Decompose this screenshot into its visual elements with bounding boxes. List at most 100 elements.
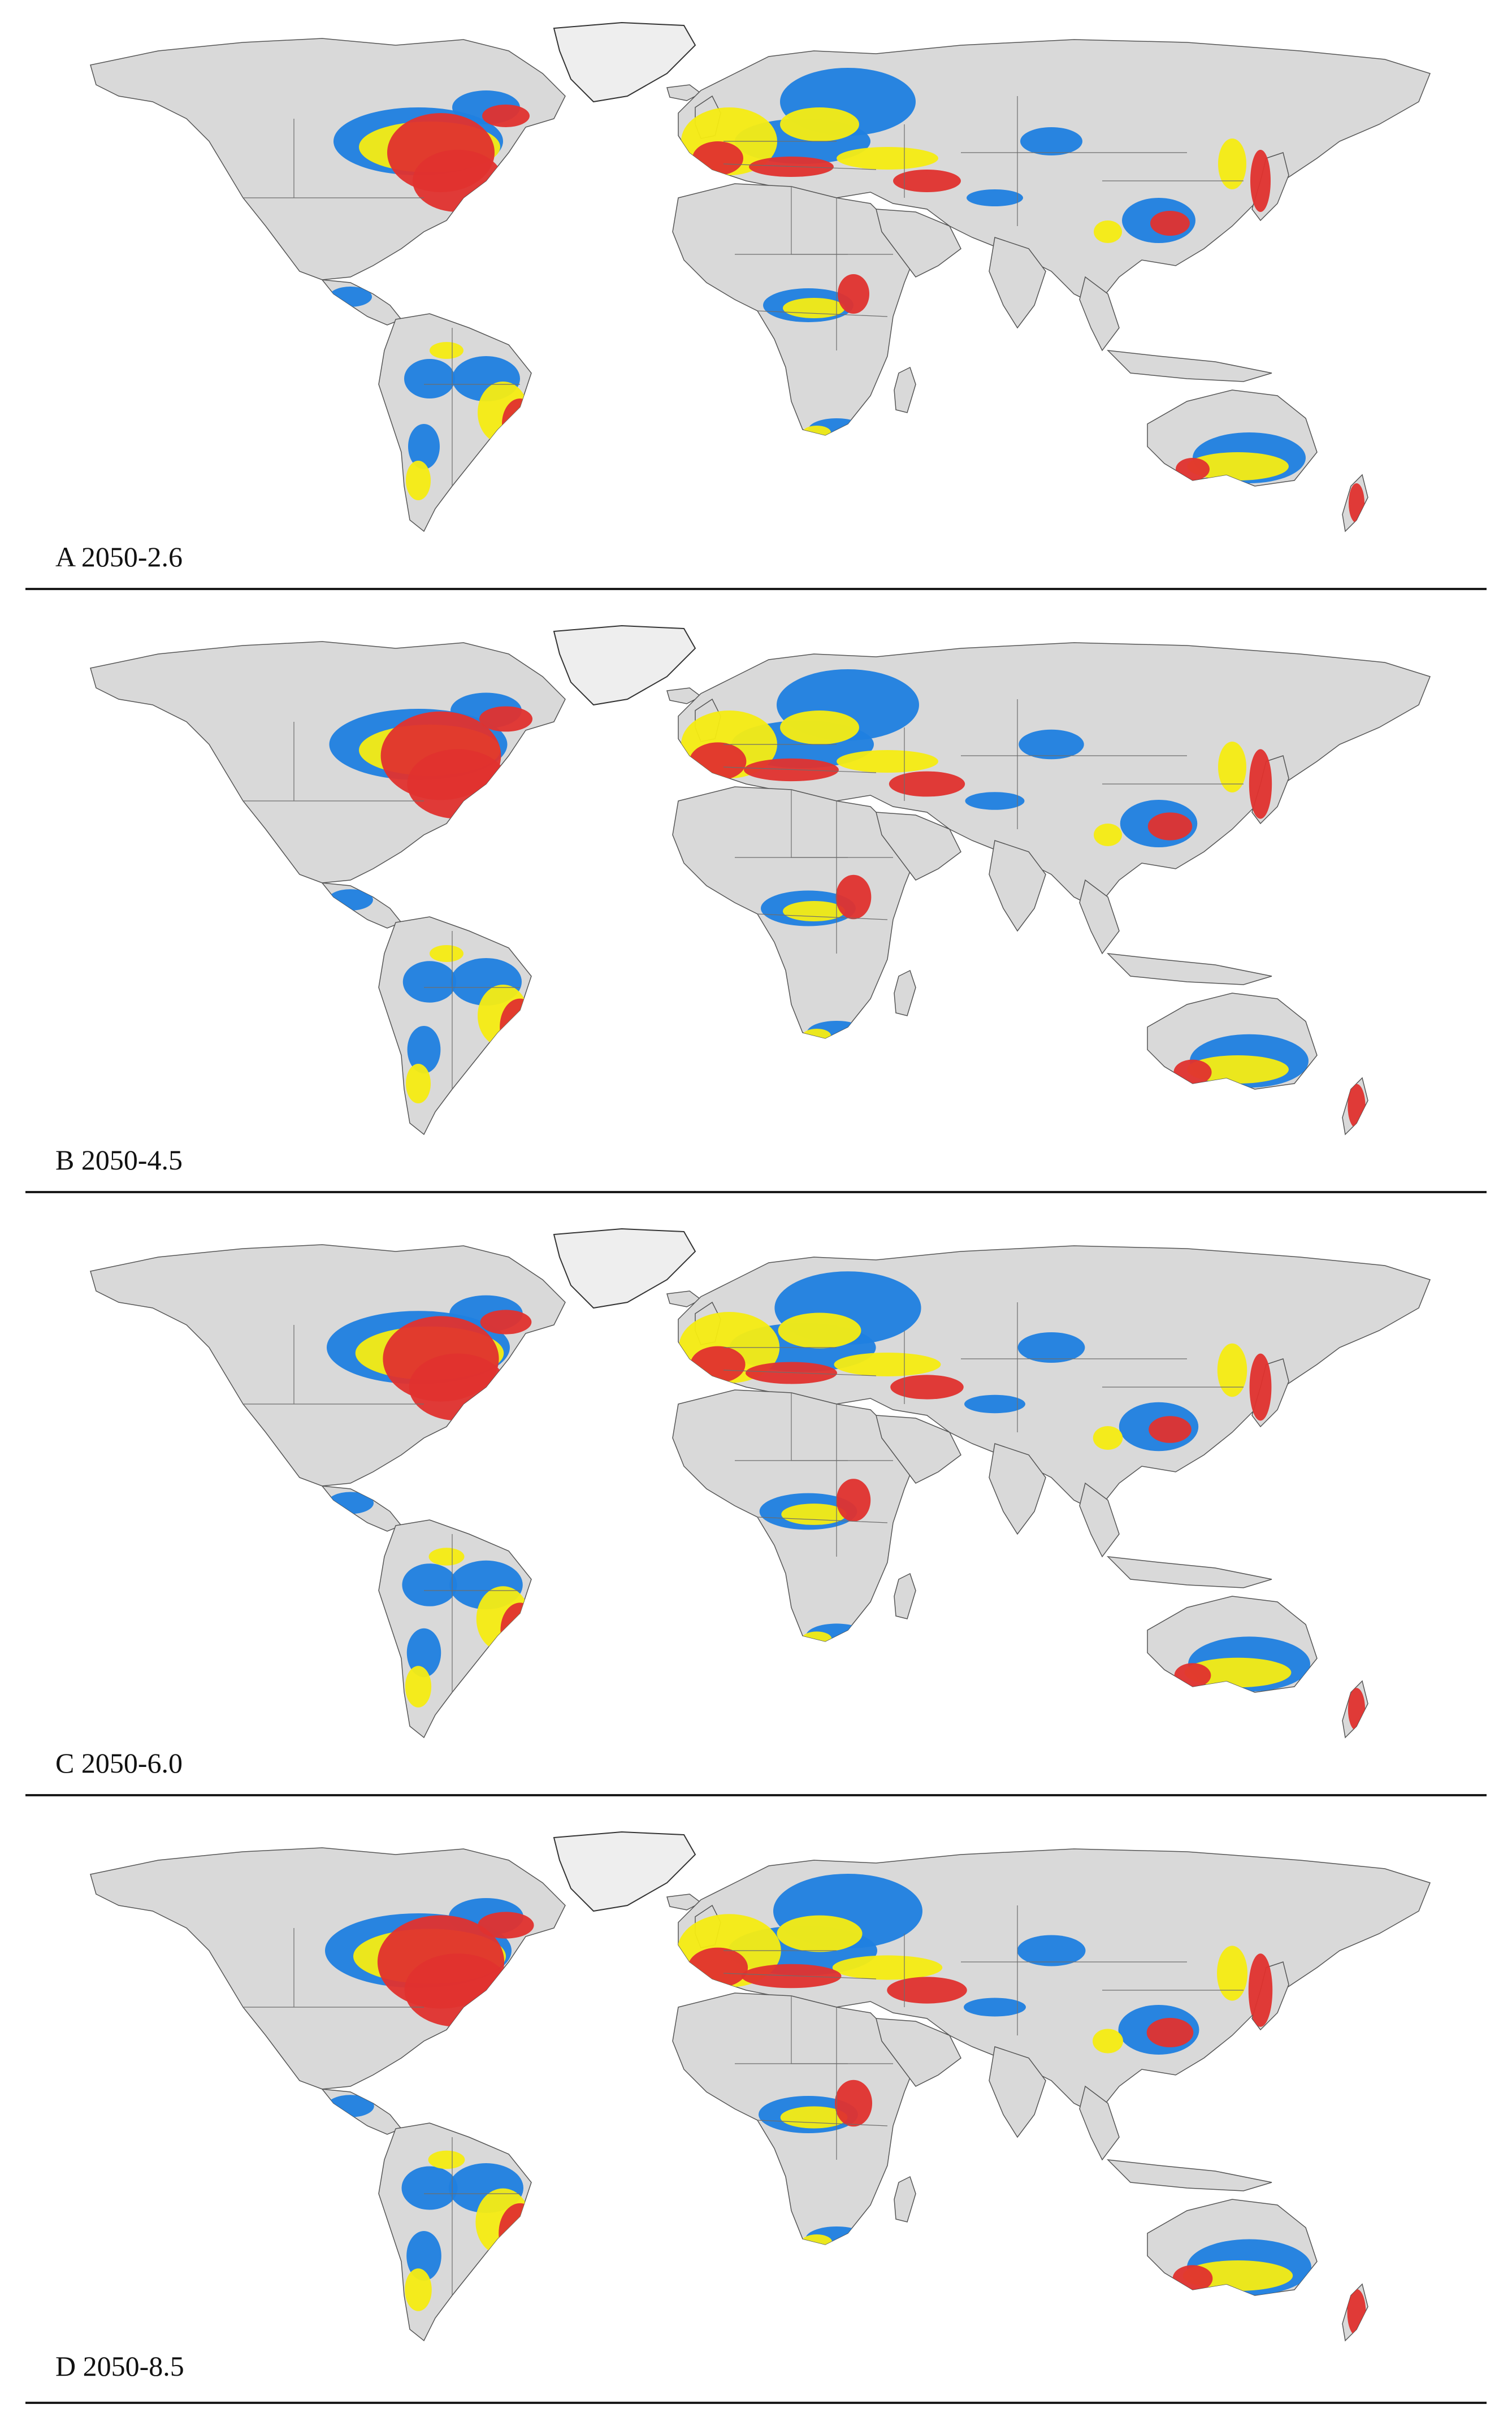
land-indonesia (1106, 1556, 1272, 1588)
suitability-high-patch (413, 150, 503, 212)
panel-a: A 2050-2.6 (0, 0, 1512, 603)
land-india (989, 2046, 1046, 2138)
suitability-low-patch (404, 359, 455, 398)
suitability-high-patch (1176, 458, 1210, 480)
land-north-america (90, 641, 566, 883)
panel-label-d: D 2050-8.5 (55, 2350, 184, 2382)
country-border (757, 310, 888, 317)
suitability-high-patch (105, 1937, 144, 1998)
suitability-moderate-patch (837, 750, 938, 773)
suitability-moderate-patch (778, 1312, 861, 1349)
suitability-high-patch (834, 2080, 873, 2127)
suitability-moderate-patch (802, 2234, 832, 2249)
land-madagascar (894, 2176, 916, 2223)
suitability-high-patch (835, 874, 872, 920)
suitability-moderate-patch (428, 2150, 465, 2169)
suitability-high-patch (1348, 1688, 1366, 1731)
suitability-low-patch (406, 1628, 441, 1678)
suitability-low-patch (965, 792, 1025, 810)
suitability-high-patch (502, 398, 538, 449)
suitability-high-patch (479, 706, 533, 732)
suitability-low-patch (964, 1394, 1025, 1414)
borders-layer (243, 1302, 1244, 1692)
suitability-moderate-patch (97, 1320, 151, 1398)
suitability-moderate-patch (780, 2106, 848, 2129)
land-madagascar (894, 366, 916, 413)
land-greenland (553, 625, 696, 706)
suitability-high-patch (690, 1346, 746, 1383)
land-southeast-asia (1079, 1482, 1120, 1558)
suitability-low-patch (406, 2231, 441, 2281)
suitability-moderate-patch (1218, 138, 1246, 189)
land-arabia (876, 209, 961, 278)
land-arabia (876, 1415, 961, 1484)
suitability-moderate-patch (832, 1955, 943, 1980)
panel-d: D 2050-8.5 (0, 1809, 1512, 2412)
panel-b: B 2050-4.5 (0, 603, 1512, 1206)
suitability-moderate-patch (405, 2268, 432, 2311)
suitability-moderate-patch (1187, 1055, 1289, 1084)
suitability-high-patch (482, 105, 530, 127)
country-border (757, 1517, 888, 1523)
suitability-low-patch (1017, 1332, 1085, 1363)
land-india (989, 1443, 1046, 1535)
suitability-high-patch (1146, 2018, 1194, 2047)
suitability-moderate-patch (99, 719, 150, 792)
suitability-moderate-patch (803, 426, 831, 439)
land-north-america (90, 1847, 566, 2090)
land-southeast-asia (1079, 2085, 1120, 2161)
suitability-moderate-patch (1094, 824, 1122, 846)
suitability-high-patch (1147, 812, 1193, 841)
land-madagascar (894, 969, 916, 1016)
country-border (723, 1370, 877, 1376)
world-map-d (90, 1831, 1431, 2342)
suitability-moderate-patch (97, 1922, 152, 2002)
suitability-high-patch (893, 170, 961, 192)
suitability-moderate-patch (1093, 1426, 1123, 1450)
suitability-moderate-patch (1218, 742, 1246, 792)
panel-divider-c (25, 1794, 1487, 1796)
suitability-layer (99, 669, 1366, 1129)
borders-layer (243, 96, 1244, 486)
suitability-high-patch (1349, 483, 1364, 523)
land-arabia (876, 812, 961, 881)
suitability-low-patch (401, 2166, 458, 2210)
suitability-high-patch (692, 141, 743, 175)
suitability-moderate-patch (430, 342, 463, 359)
suitability-moderate-patch (1094, 220, 1122, 243)
suitability-low-patch (408, 424, 440, 469)
land-greenland (553, 21, 696, 103)
world-map-b (90, 625, 1431, 1136)
suitability-high-patch (887, 1977, 967, 2004)
suitability-low-patch (407, 1026, 441, 1073)
suitability-high-patch (407, 749, 509, 819)
suitability-moderate-patch (1217, 1946, 1247, 2001)
world-map-c (90, 1228, 1431, 1739)
suitability-high-patch (1347, 2289, 1366, 2336)
suitability-moderate-patch (405, 1666, 432, 1708)
suitability-moderate-patch (783, 901, 845, 921)
land-indonesia (1106, 953, 1272, 985)
suitability-moderate-patch (428, 1548, 465, 1566)
panel-label-b: B 2050-4.5 (55, 1144, 183, 1176)
suitability-high-patch (409, 1353, 507, 1421)
suitability-high-patch (499, 2203, 541, 2264)
suitability-moderate-patch (834, 1353, 941, 1376)
suitability-high-patch (109, 133, 140, 184)
suitability-low-patch (328, 889, 373, 911)
land-madagascar (894, 1572, 916, 1619)
suitability-high-patch (1149, 1416, 1192, 1443)
country-border (757, 2120, 888, 2126)
suitability-moderate-patch (1093, 2029, 1123, 2054)
suitability-high-patch (107, 1337, 142, 1392)
land-india (989, 840, 1046, 932)
suitability-low-patch (402, 1563, 457, 1606)
land-southeast-asia (1079, 276, 1120, 352)
land-north-america (90, 1244, 566, 1487)
suitability-low-patch (327, 1492, 374, 1514)
suitability-moderate-patch (802, 1631, 832, 1646)
suitability-moderate-patch (803, 1029, 831, 1042)
suitability-low-patch (327, 2095, 374, 2117)
suitability-low-patch (329, 287, 372, 307)
suitability-moderate-patch (1187, 452, 1289, 480)
